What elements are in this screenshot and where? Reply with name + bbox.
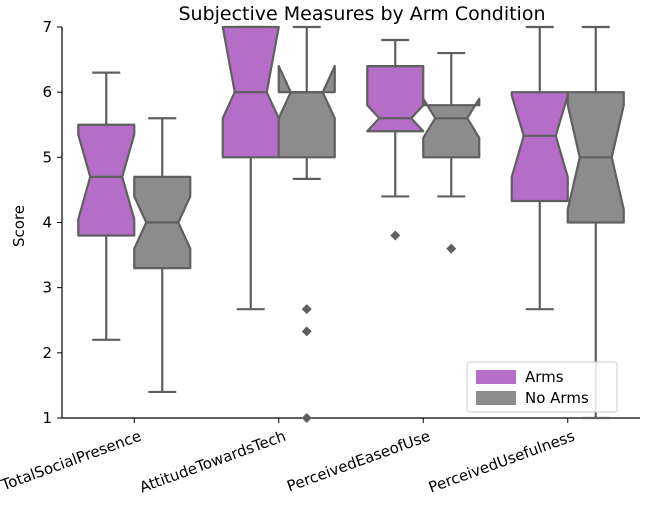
y-tick-label: 2: [42, 344, 52, 362]
y-tick-label: 1: [42, 409, 52, 427]
box-body: [422, 97, 481, 159]
legend-label: No Arms: [525, 389, 589, 407]
box-no-arms: [422, 51, 481, 254]
box-arms: [366, 38, 425, 241]
y-axis-label: Score: [10, 205, 28, 247]
axes: 1 2 3 4 5 6 7 TotalSocialPresenceAttitudeToward…: [0, 18, 640, 496]
y-tick-label: 4: [42, 214, 52, 232]
y-tick-label: 6: [42, 83, 52, 101]
box-arms: [221, 25, 280, 311]
box-body: [510, 91, 569, 203]
legend-swatch: [476, 391, 516, 405]
box-body: [366, 64, 425, 133]
y-tick-label: 5: [42, 148, 52, 166]
outlier-point: [301, 413, 312, 423]
legend-label: Arms: [525, 368, 564, 386]
boxes: [77, 25, 625, 423]
legend: Arms No Arms: [466, 361, 618, 413]
outlier-point: [446, 243, 457, 254]
box-no-arms: [133, 117, 192, 394]
box-arms: [510, 25, 569, 311]
outlier-point: [301, 326, 312, 337]
y-tick-label: 3: [42, 279, 52, 297]
outlier-point: [301, 304, 312, 315]
x-tick-label: TotalSocialPresence: [0, 427, 144, 495]
y-tick-label: 7: [42, 18, 52, 36]
x-tick-label: PerceivedUsefulness: [426, 427, 577, 497]
legend-swatch: [476, 370, 516, 384]
box-arms: [77, 71, 136, 341]
x-tick-label: PerceivedEaseofUse: [285, 427, 433, 496]
box-no-arms: [277, 25, 336, 423]
box-body: [77, 123, 136, 237]
outlier-point: [390, 230, 401, 241]
box-no-arms: [566, 25, 625, 420]
x-tick-label: AttitudeTowardsTech: [137, 427, 288, 497]
box-body: [277, 64, 336, 159]
chart-title: Subjective Measures by Arm Condition: [178, 3, 545, 25]
